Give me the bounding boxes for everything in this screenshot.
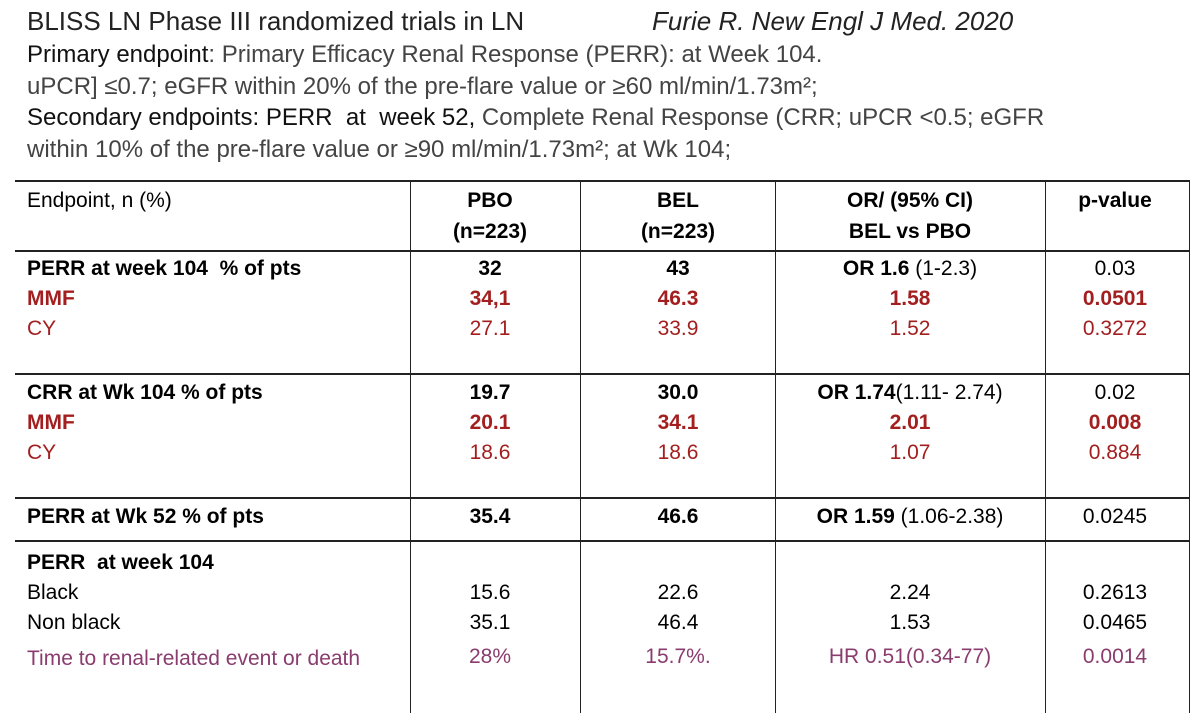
- cell: 30.0: [657, 381, 699, 404]
- cell: 22.6: [657, 581, 699, 604]
- cell: 32: [478, 257, 502, 280]
- cell: 0.03: [1094, 257, 1136, 280]
- cell: 2.01: [889, 411, 931, 434]
- cell: Black: [27, 581, 79, 604]
- primary-line: Primary endpoint: Primary Efficacy Renal…: [27, 40, 822, 70]
- cell: 0.3272: [1082, 317, 1148, 340]
- ci: (1.06-2.38): [894, 505, 1004, 528]
- cell: CY: [27, 441, 57, 464]
- cell: 18.6: [469, 441, 511, 464]
- col-rule: [410, 180, 411, 713]
- header-cell: BEL: [657, 189, 699, 212]
- cell: 1.52: [889, 317, 931, 340]
- cell: PERR at Wk 52 % of pts: [27, 505, 264, 528]
- cell: Non black: [27, 611, 121, 634]
- cell: 46.3: [657, 287, 699, 310]
- cell: 34,1: [469, 287, 511, 310]
- cell: 0.02: [1094, 381, 1136, 404]
- cell: CRR at Wk 104 % of pts: [27, 381, 263, 404]
- cell: Time to renal-related event or death: [27, 647, 361, 670]
- header-cell: OR/ (95% CI): [846, 189, 974, 212]
- secondary-line-2: within 10% of the pre-flare value or ≥90…: [27, 136, 732, 163]
- header-cell: Endpoint, n (%): [27, 189, 172, 212]
- cell: 46.6: [657, 505, 699, 528]
- cell: 18.6: [657, 441, 699, 464]
- cell: 1.58: [889, 287, 931, 310]
- cell: 35.1: [469, 611, 511, 634]
- col-rule: [1045, 180, 1046, 713]
- ci: (1-2.3): [909, 257, 978, 280]
- text: Complete Renal Response (CRR; uPCR <0.5;…: [475, 104, 1045, 131]
- cell: 28%: [468, 645, 512, 668]
- cell: 1.53: [889, 611, 931, 634]
- rule: [15, 250, 1190, 252]
- cell: 35.4: [469, 505, 511, 528]
- cell: PERR at week 104 % of pts: [27, 257, 302, 280]
- label: Secondary endpoints: PERR at week 52,: [27, 104, 476, 131]
- title: BLISS LN Phase III randomized trials in …: [27, 6, 525, 36]
- text: : Primary Efficacy Renal Response (PERR)…: [208, 41, 823, 68]
- or: OR 1.74: [817, 381, 896, 404]
- header-cell: (n=223): [640, 220, 716, 243]
- cell: 1.07: [889, 441, 931, 464]
- cell: 15.7%.: [645, 645, 711, 668]
- cell: 0.0245: [1082, 505, 1148, 528]
- col-rule: [580, 180, 581, 713]
- col-rule: [775, 180, 776, 713]
- cell: 27.1: [469, 317, 511, 340]
- cell: MMF: [27, 411, 75, 434]
- cell: 0.008: [1088, 411, 1142, 434]
- cell: 0.0014: [1082, 645, 1148, 668]
- rule: [15, 373, 1190, 375]
- cell: 0.884: [1088, 441, 1142, 464]
- cell: 19.7: [469, 381, 511, 404]
- ci: (1.11- 2.74): [895, 381, 1003, 404]
- header-cell: PBO: [467, 189, 513, 212]
- cell: PERR at week 104: [27, 551, 214, 574]
- cell: 34.1: [657, 411, 699, 434]
- citation: Furie R. New Engl J Med. 2020: [652, 6, 1014, 36]
- cell: 2.24: [889, 581, 931, 604]
- cell: HR 0.51(0.34-77): [828, 645, 992, 668]
- cell: 0.0501: [1082, 287, 1148, 310]
- cell: CY: [27, 317, 57, 340]
- cell: 0.2613: [1082, 581, 1148, 604]
- primary-line-2: uPCR] ≤0.7; eGFR within 20% of the pre-f…: [27, 73, 818, 100]
- cell: OR 1.59 (1.06-2.38): [817, 504, 1004, 530]
- header-cell: p-value: [1078, 189, 1152, 212]
- rule: [15, 540, 1190, 542]
- or: OR 1.59: [816, 505, 895, 528]
- cell: 43: [666, 257, 690, 280]
- header-cell: (n=223): [452, 220, 528, 243]
- cell: OR 1.74(1.11- 2.74): [817, 380, 1002, 406]
- secondary-line: Secondary endpoints: PERR at week 52, Co…: [27, 103, 1044, 133]
- rule: [15, 497, 1190, 499]
- cell: 33.9: [657, 317, 699, 340]
- cell: OR 1.6 (1-2.3): [843, 256, 977, 282]
- rule: [15, 180, 1190, 182]
- header-cell: BEL vs PBO: [848, 220, 972, 243]
- cell: 15.6: [469, 581, 511, 604]
- cell: 46.4: [657, 611, 699, 634]
- col-rule: [1189, 180, 1190, 713]
- cell: MMF: [27, 287, 75, 310]
- cell: 0.0465: [1082, 611, 1148, 634]
- label: Primary endpoint: [27, 41, 209, 68]
- or: OR 1.6: [842, 257, 910, 280]
- cell: 20.1: [469, 411, 511, 434]
